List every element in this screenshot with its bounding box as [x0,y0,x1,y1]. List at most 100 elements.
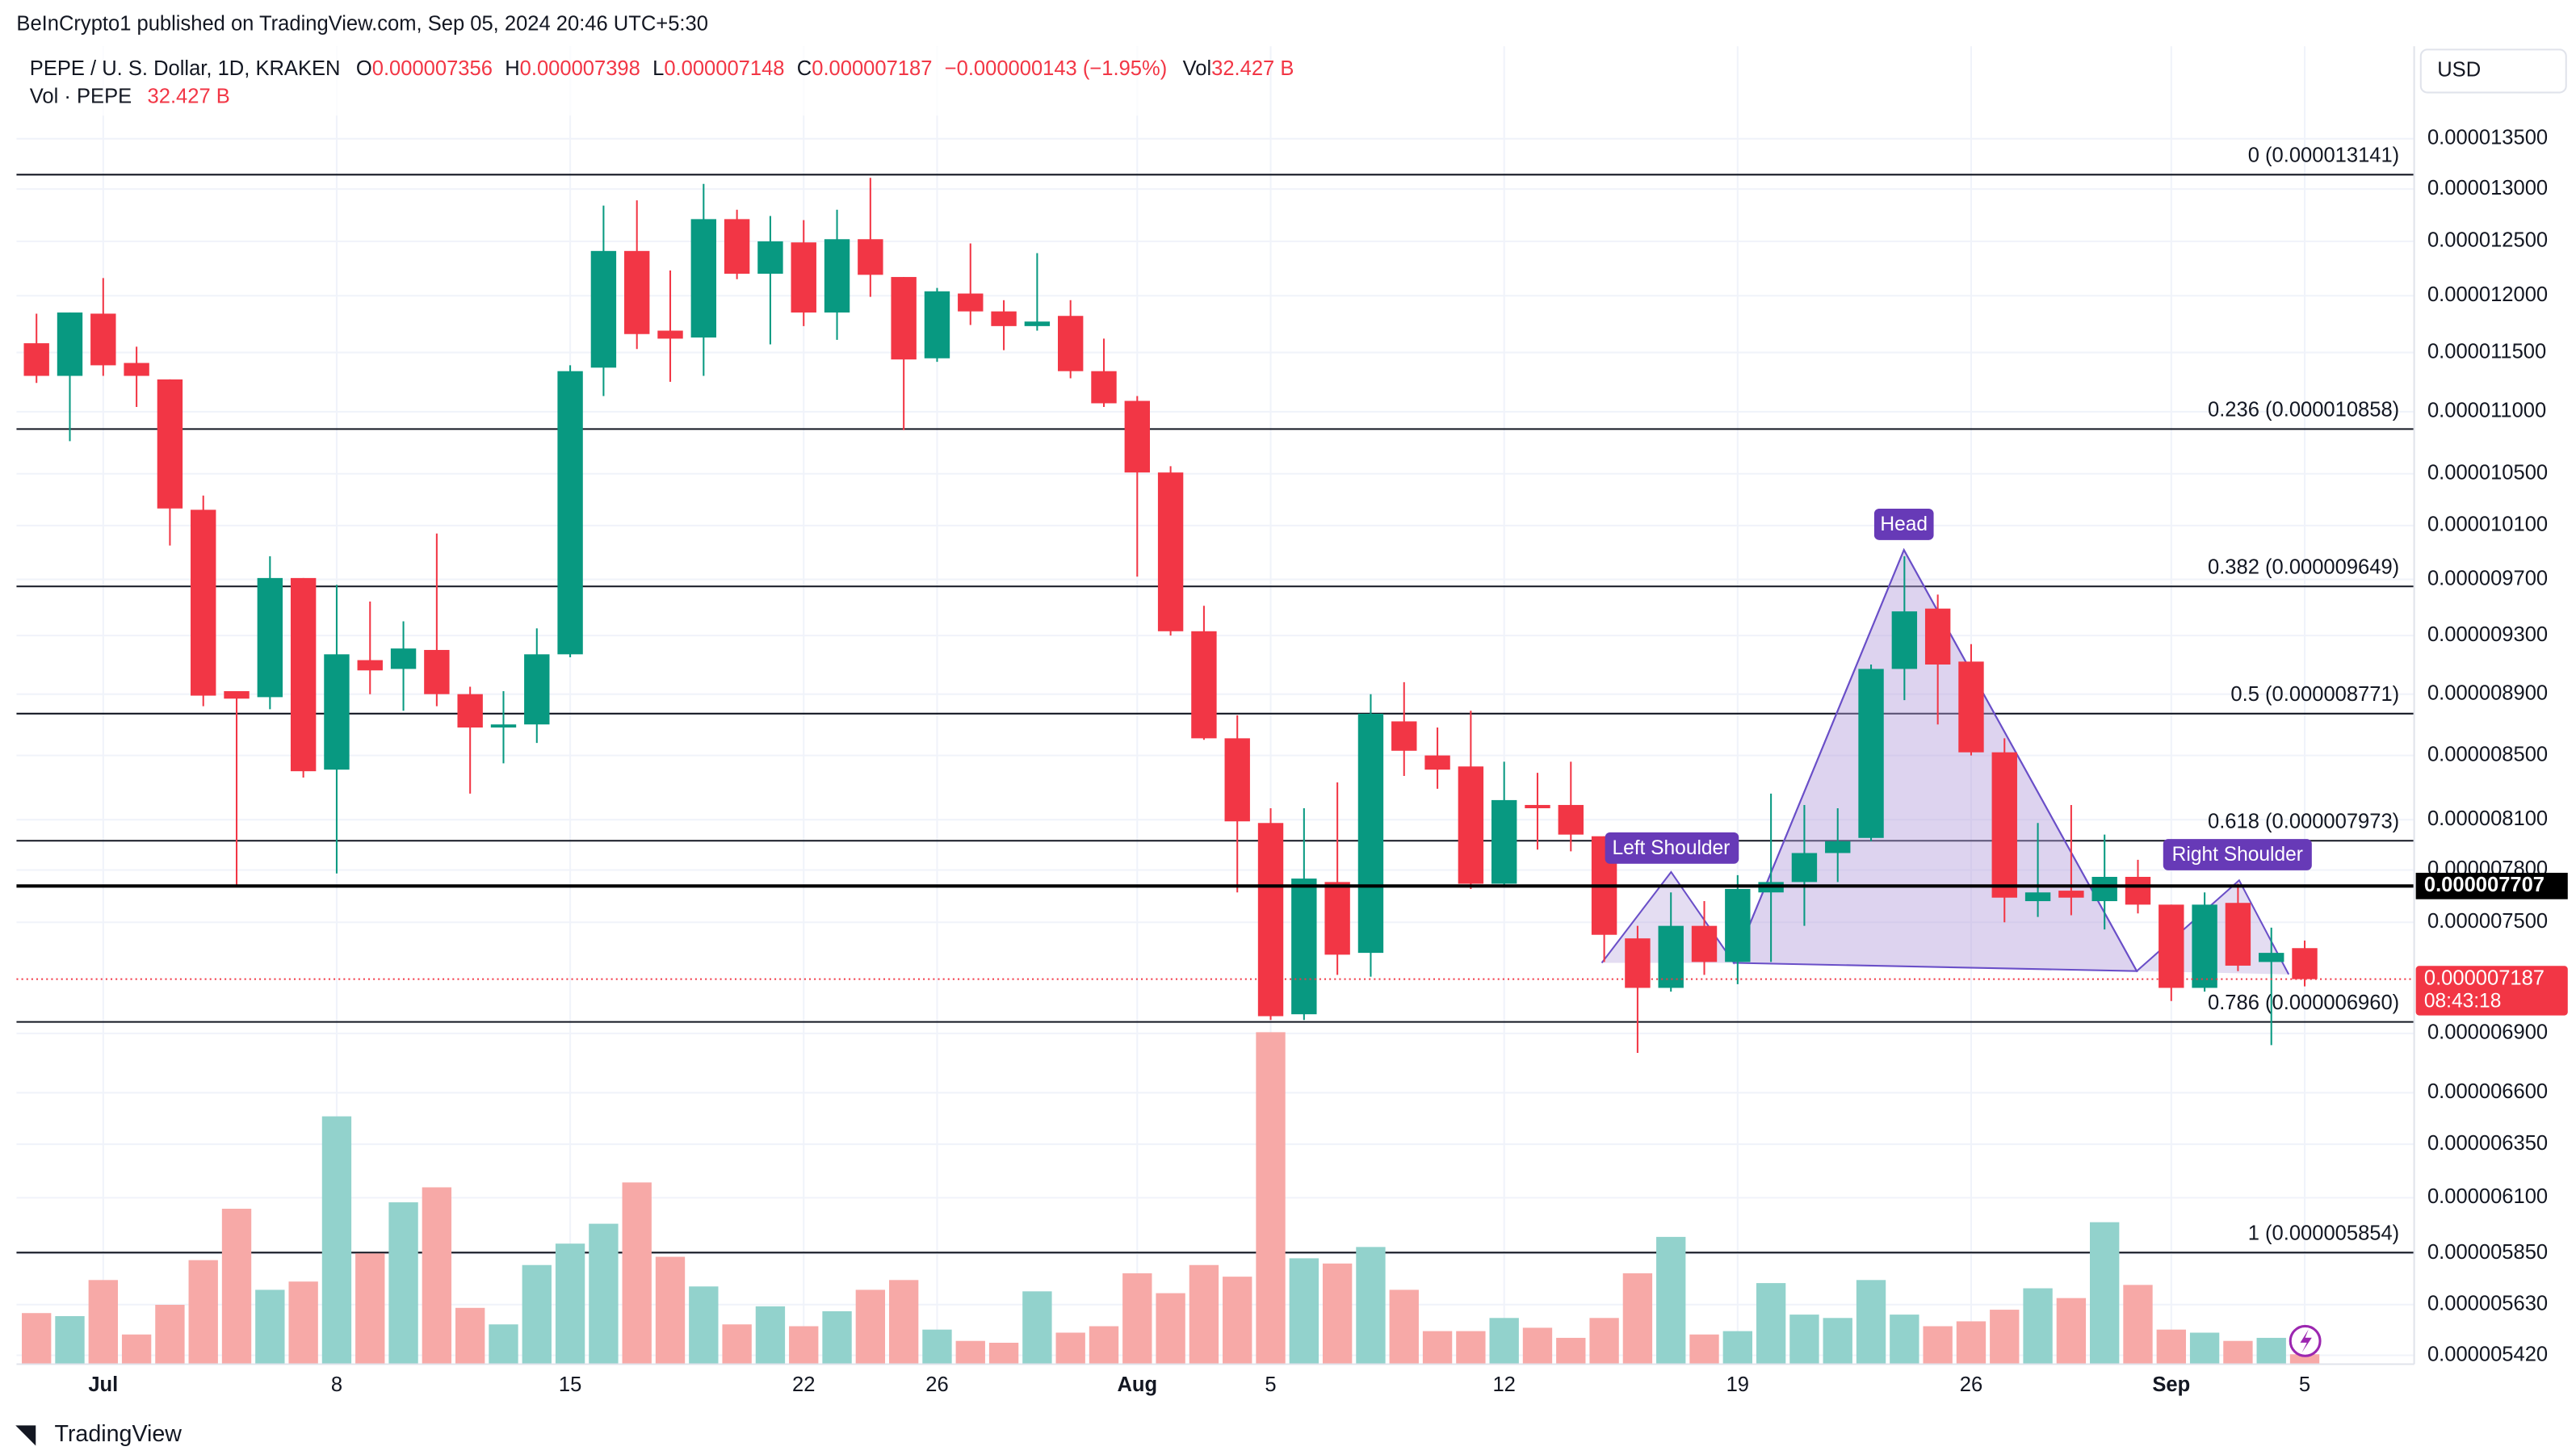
candle-body [557,371,583,655]
x-tick-label: 5 [2299,1373,2310,1396]
label: L [652,57,664,80]
volume-bar [221,1209,252,1365]
volume-bar [2056,1298,2087,1365]
fib-label: 0.236 (0.000010858) [2208,399,2399,421]
annotation: Left Shoulder [1612,837,1730,859]
candle-body [1725,888,1751,962]
volume-bar [1689,1334,1719,1365]
candle-body [1991,752,2017,898]
volume-bar [855,1289,886,1365]
volume-bar [188,1260,218,1365]
label: O [356,57,372,80]
x-tick-label: Sep [2152,1373,2190,1396]
volume-bar [1456,1331,1486,1365]
volume-bar [888,1280,919,1365]
volume-bar [1990,1310,2020,1365]
event-icon-bolt [2300,1329,2312,1353]
volume-bar [955,1340,985,1365]
volume-bar [2256,1337,2286,1365]
x-tick-label: 22 [792,1373,815,1396]
candles [23,178,2318,1054]
candle-body [1491,799,1517,884]
y-tick-label: 0.000005630 [2427,1292,2548,1315]
candle-body [2259,953,2284,962]
overlays: Left Shoulder Head Right Shoulder [16,508,2414,1357]
volume-bar [789,1326,819,1365]
volume-bar [1656,1236,1686,1365]
candle-body [1357,713,1384,954]
volume-bar [489,1324,518,1365]
last-price-label: 0.000007187 [2424,967,2545,989]
candle-body [157,379,183,509]
volume-bar [155,1304,185,1365]
candle-body [1157,472,1184,631]
value: 32.427 B [1211,57,1294,80]
candle-body [424,649,450,694]
volume-bar [2090,1222,2120,1365]
candle-body [657,330,683,339]
volume-bar [1055,1332,1085,1365]
y-tick-label: 0.000013000 [2427,177,2548,199]
change: −0.000000143 (−1.95%) [945,57,1168,80]
y-tick-label: 0.000010500 [2427,461,2548,484]
fib-label: 1 (0.000005854) [2248,1222,2399,1245]
volume-bar [422,1187,452,1365]
volume-bar [689,1286,719,1365]
volume-bar [1356,1247,1386,1365]
x-tick-label: 5 [1265,1373,1276,1396]
volume-bar [1956,1321,1987,1365]
volume-bar [121,1334,152,1365]
candle-body [1391,721,1417,751]
volume-bar [1256,1032,1286,1365]
volume-bar [1789,1315,1819,1365]
volume-bar [2023,1288,2053,1365]
y-tick-label: 0.000005850 [2427,1241,2548,1264]
volume-bar [2156,1329,2186,1365]
legend-line: Vol · PEPE 32.427 B [30,85,230,107]
x-tick-label: Aug [1117,1373,1157,1396]
volume-bar [1722,1331,1752,1365]
label: C [797,57,812,80]
volume-bar [1522,1327,1553,1365]
y-tick-label: 0.000008500 [2427,743,2548,765]
volume-bar [288,1281,318,1365]
currency: USD [2437,59,2481,82]
candle-body [724,219,750,274]
candle-body [1924,608,1951,665]
annotation-box [2163,839,2312,870]
candle-body [1791,853,1818,883]
candle-body [690,219,717,338]
x-tick-label: 26 [925,1373,948,1396]
y-tick-label: 0.000006350 [2427,1132,2548,1155]
volume-bar [1089,1326,1119,1365]
volume-bar [1322,1263,1353,1365]
volume-bar [1289,1258,1319,1365]
fib-label: 0.5 (0.000008771) [2230,683,2399,706]
candle-body [191,509,216,696]
candle-body [824,239,850,313]
candle-body [2225,903,2251,966]
value: 0.000007398 [520,57,640,80]
y-tick-label: 0.000012000 [2427,283,2548,306]
y-tick-label: 0.000006900 [2427,1021,2548,1044]
candle-body [1224,738,1250,822]
volume-bar [2123,1285,2153,1365]
y-tick-label: 0.000006100 [2427,1185,2548,1208]
y-tick-label: 0.000008900 [2427,681,2548,704]
volume-bar [1223,1277,1252,1365]
annotation-box [1873,508,1934,540]
fib-label: 0 (0.000013141) [2248,145,2399,167]
volume-bar [88,1280,118,1365]
candle-body [57,312,83,376]
candle-body [2125,876,2151,905]
logo-mark: ◥ [15,1420,36,1448]
candle-body [1291,878,1317,1015]
candle-body [1625,938,1651,988]
x-tick-label: 12 [1492,1373,1515,1396]
volume-bar [55,1316,85,1365]
currency-button[interactable] [2419,48,2567,94]
candle-body [757,241,783,274]
